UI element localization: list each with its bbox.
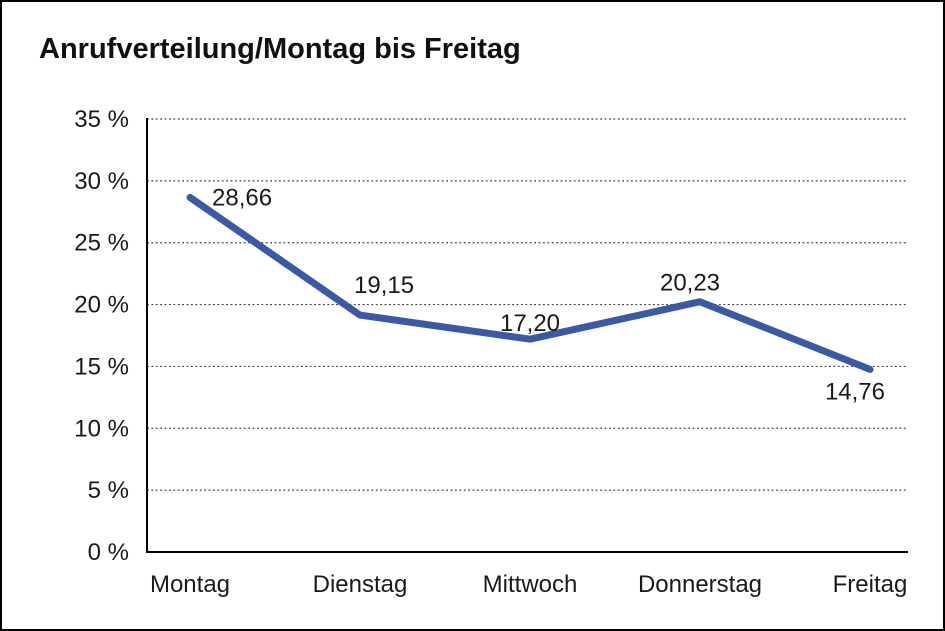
x-category-label: Freitag xyxy=(833,571,908,598)
x-category-label: Dienstag xyxy=(313,571,408,598)
x-category-label: Donnerstag xyxy=(638,571,762,598)
data-label: 17,20 xyxy=(500,310,560,337)
y-tick-label: 15 % xyxy=(74,353,129,380)
data-label: 14,76 xyxy=(825,378,885,405)
y-tick-label: 0 % xyxy=(88,539,129,566)
chart-title: Anrufverteilung/Montag bis Freitag xyxy=(39,33,521,65)
x-category-label: Montag xyxy=(150,571,230,598)
y-tick-label: 5 % xyxy=(88,477,129,504)
x-category-label: Mittwoch xyxy=(483,571,578,598)
y-tick-label: 30 % xyxy=(74,168,129,195)
y-tick-label: 10 % xyxy=(74,415,129,442)
data-label: 20,23 xyxy=(660,270,720,297)
y-tick-label: 35 % xyxy=(74,106,129,133)
data-series-line xyxy=(186,193,874,373)
data-label: 28,66 xyxy=(212,184,272,211)
y-tick-label: 25 % xyxy=(74,230,129,257)
y-tick-label: 20 % xyxy=(74,292,129,319)
data-label: 19,15 xyxy=(354,272,414,299)
